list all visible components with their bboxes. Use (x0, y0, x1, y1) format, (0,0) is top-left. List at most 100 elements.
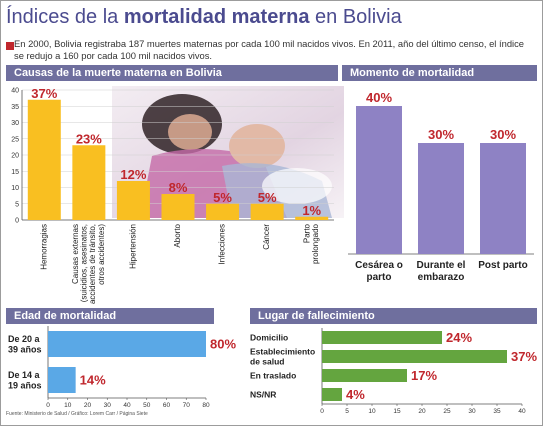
value-label: 23% (76, 131, 102, 146)
value-label: 1% (302, 203, 321, 218)
place-chart: 0 5 10 15 20 25 30 35 40 24% Domicilio 37% Estableci… (250, 328, 537, 415)
category-label: Post parto (478, 260, 527, 271)
x-tick-label: 20 (418, 408, 426, 415)
value-label: 30% (490, 127, 516, 142)
category-label: Hipertensión (128, 224, 137, 269)
x-tick-label: 10 (64, 402, 72, 409)
category-label: Durante el (417, 260, 466, 271)
intro-bullet-icon (6, 42, 14, 50)
age-chart: 0 10 20 30 40 50 60 70 80 80% De 20 a39 años 14% De … (8, 326, 236, 409)
category-label-line: Causas externas (71, 224, 80, 284)
value-label: 5% (258, 190, 277, 205)
category-label-line: Cáncer (262, 224, 271, 250)
title-suffix: en Bolivia (309, 6, 402, 28)
y-tick-label: 30 (11, 120, 19, 127)
category-label: Cáncer (262, 224, 271, 250)
bar-age (48, 331, 206, 357)
value-label: 4% (346, 387, 365, 402)
moment-header: Momento de mortalidad (342, 65, 537, 81)
bar-cause (250, 203, 284, 220)
value-label: 40% (366, 90, 392, 105)
bar-place (322, 350, 507, 363)
category-label: Domicilio (250, 332, 288, 342)
category-label: En traslado (250, 370, 296, 380)
category-label: Infecciones (218, 224, 227, 264)
x-tick-label: 30 (104, 402, 112, 409)
category-label: 39 años (8, 344, 42, 354)
page-title: Índices de la mortalidad materna en Boli… (6, 6, 402, 29)
value-label: 8% (169, 180, 188, 195)
y-tick-label: 40 (11, 88, 19, 95)
category-label-line: Parto (302, 223, 311, 243)
category-label-line: otros accidentes) (97, 224, 106, 285)
bar-cause (295, 216, 329, 220)
y-tick-label: 10 (11, 185, 19, 192)
bar-cause (161, 194, 195, 220)
category-label: Cesárea o (355, 260, 403, 271)
category-label: Parto prolongado (302, 223, 320, 264)
place-header: Lugar de fallecimiento (250, 308, 537, 324)
x-tick-label: 15 (393, 408, 401, 415)
mother-and-baby-photo (112, 86, 344, 218)
x-tick-label: 40 (518, 408, 526, 415)
x-tick-label: 0 (46, 402, 50, 409)
bar-cause (116, 181, 150, 220)
x-tick-label: 40 (123, 402, 131, 409)
category-label-line: (suicidios, asesinatos, (80, 224, 89, 302)
y-tick-label: 5 (15, 201, 19, 208)
value-label: 30% (428, 127, 454, 142)
age-header: Edad de mortalidad (6, 308, 214, 324)
x-tick-label: 30 (468, 408, 476, 415)
bar-moment (356, 106, 402, 254)
bar-place (322, 388, 342, 401)
y-tick-label: 25 (11, 136, 19, 143)
category-label-line: accidentes de tránsito, (88, 224, 97, 304)
bar-place (322, 369, 407, 382)
bar-cause (27, 99, 61, 220)
value-label: 14% (80, 373, 106, 388)
title-bold: mortalidad materna (123, 6, 310, 28)
bar-cause (72, 145, 106, 220)
bar-cause (206, 203, 240, 220)
value-label: 80% (210, 337, 236, 352)
bar-age (48, 367, 76, 393)
x-tick-label: 20 (84, 402, 92, 409)
category-label: embarazo (418, 272, 465, 283)
value-label: 12% (120, 167, 146, 182)
category-label: De 20 a (8, 334, 41, 344)
category-label: Hemorragias (39, 224, 48, 270)
category-label: 19 años (8, 380, 42, 390)
y-tick-label: 0 (15, 218, 19, 225)
intro-text: En 2000, Bolivia registraba 187 muertes … (14, 38, 525, 61)
category-label: Establecimiento (250, 346, 315, 356)
title-prefix: Índices de la (6, 6, 124, 28)
category-label-line: Hipertensión (128, 224, 137, 269)
value-label: 37% (511, 349, 537, 364)
category-label: De 14 a (8, 370, 41, 380)
x-tick-label: 60 (163, 402, 171, 409)
bar-place (322, 331, 442, 344)
value-label: 5% (213, 190, 232, 205)
x-tick-label: 10 (368, 408, 376, 415)
category-label: Causas externas (suicidios, asesinatos, ac… (71, 224, 106, 304)
value-label: 24% (446, 330, 472, 345)
category-label: NS/NR (250, 389, 276, 399)
causes-chart: 0 5 10 15 20 25 30 35 40 37% Hemorragias 23% Causas … (11, 86, 334, 304)
source-footnote: Fuente: Ministerio de Salud / Gráfico: L… (6, 411, 148, 417)
category-label-line: Hemorragias (39, 224, 48, 270)
bar-moment (480, 143, 526, 254)
causes-header: Causas de la muerte materna en Bolivia (6, 65, 338, 81)
x-tick-label: 35 (493, 408, 501, 415)
value-label: 37% (31, 86, 57, 101)
category-label: parto (367, 272, 392, 283)
category-label-line: prolongado (311, 223, 320, 264)
x-tick-label: 80 (202, 402, 210, 409)
category-label: Aborto (173, 223, 182, 247)
y-tick-label: 20 (11, 153, 19, 160)
category-label-line: Infecciones (218, 224, 227, 264)
y-tick-label: 15 (11, 169, 19, 176)
bar-moment (418, 143, 464, 254)
category-label-line: Aborto (173, 223, 182, 247)
x-tick-label: 25 (443, 408, 451, 415)
